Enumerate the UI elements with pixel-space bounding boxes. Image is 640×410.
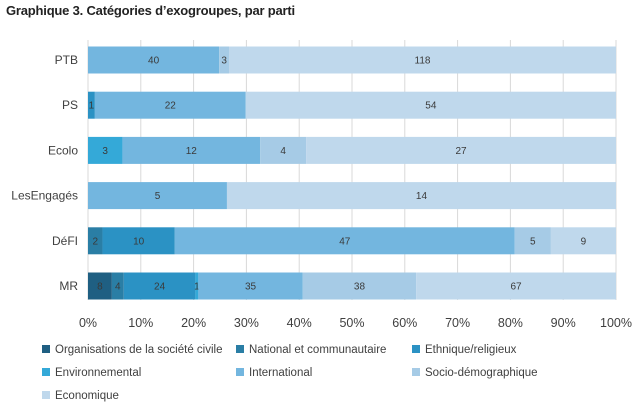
bar-segment xyxy=(219,46,230,74)
data-label: 2 xyxy=(92,236,98,247)
x-tick-label: 0% xyxy=(79,316,97,330)
bar-segment xyxy=(111,272,124,300)
bar-segment xyxy=(88,46,220,74)
data-label: 1 xyxy=(194,282,200,293)
legend-swatch xyxy=(412,368,420,376)
x-tick-label: 40% xyxy=(287,316,312,330)
bar-segment xyxy=(88,272,112,300)
data-label: 5 xyxy=(530,236,536,247)
category-labels: PTB PS Ecolo LesEngagés DéFI MR xyxy=(11,53,78,293)
legend-swatch xyxy=(42,368,50,376)
x-axis-ticks: 0% 10% 20% 30% 40% 50% 60% 70% 80% 90% 100% xyxy=(79,316,632,330)
legend-label: Ethnique/religieux xyxy=(425,344,517,356)
legend-swatch xyxy=(236,345,244,353)
x-tick-label: 100% xyxy=(600,316,632,330)
bar-segment xyxy=(123,272,196,300)
bar-segment xyxy=(306,136,616,164)
bar-segment xyxy=(88,91,95,119)
data-label: 1 xyxy=(89,101,95,112)
data-label: 35 xyxy=(245,282,257,293)
data-label: 24 xyxy=(154,282,166,293)
bar-segment xyxy=(88,227,103,255)
bar-segment xyxy=(198,272,303,300)
data-label: 27 xyxy=(455,146,467,157)
legend-label: National et communautaire xyxy=(249,344,386,356)
data-label: 22 xyxy=(165,101,177,112)
data-label: 4 xyxy=(115,282,121,293)
bar-segment xyxy=(514,227,551,255)
chart-title: Graphique 3. Catégories d’exogroupes, pa… xyxy=(6,3,295,18)
data-label: 8 xyxy=(97,282,103,293)
x-tick-label: 70% xyxy=(445,316,470,330)
bar-segment xyxy=(195,272,199,300)
data-label: 10 xyxy=(133,236,145,247)
legend-swatch xyxy=(412,345,420,353)
legend-label: Organisations de la société civile xyxy=(55,344,222,356)
x-tick-label: 80% xyxy=(498,316,523,330)
gridlines xyxy=(87,40,617,300)
category-label: MR xyxy=(59,279,78,293)
legend-swatch xyxy=(236,368,244,376)
bar-segment xyxy=(94,91,246,119)
x-tick-label: 10% xyxy=(128,316,153,330)
bars: 40 3 118 1 22 54 3 12 4 27 5 14 2 10 47 5 9 8 4 24 1 35 38 67 xyxy=(88,46,617,300)
bar-segment xyxy=(302,272,417,300)
bar-segment xyxy=(229,46,617,74)
data-label: 47 xyxy=(339,236,351,247)
category-label: Ecolo xyxy=(48,143,78,157)
bar-segment xyxy=(122,136,261,164)
legend-swatch xyxy=(42,345,50,353)
bar-segment xyxy=(226,182,616,210)
legend-label: Environnemental xyxy=(55,367,141,379)
bar-segment xyxy=(245,91,616,119)
bar-segment xyxy=(550,227,616,255)
x-tick-label: 90% xyxy=(551,316,576,330)
data-label: 9 xyxy=(581,236,587,247)
data-label: 3 xyxy=(102,146,108,157)
legend-label: Economique xyxy=(55,390,119,402)
bar-segment xyxy=(416,272,616,300)
x-tick-label: 20% xyxy=(181,316,206,330)
bar-segment xyxy=(174,227,515,255)
x-tick-label: 30% xyxy=(234,316,259,330)
category-label: DéFI xyxy=(52,234,78,248)
data-label: 5 xyxy=(155,191,161,202)
data-label: 38 xyxy=(354,282,366,293)
bar-segment xyxy=(88,136,123,164)
data-label: 67 xyxy=(511,282,523,293)
data-label: 54 xyxy=(425,101,437,112)
data-label: 118 xyxy=(415,56,431,67)
bar-segment xyxy=(88,182,227,210)
category-label: PS xyxy=(62,98,78,112)
legend-label: International xyxy=(249,367,312,379)
bar-segment xyxy=(102,227,175,255)
data-label: 40 xyxy=(148,56,160,67)
x-tick-label: 50% xyxy=(339,316,364,330)
data-label: 3 xyxy=(221,56,227,67)
data-label: 12 xyxy=(186,146,198,157)
legend-label: Socio-démographique xyxy=(425,367,538,379)
category-label: LesEngagés xyxy=(11,189,78,203)
legend: Organisations de la société civile Nation… xyxy=(42,344,538,402)
data-label: 4 xyxy=(280,146,286,157)
legend-swatch xyxy=(42,391,50,399)
data-label: 14 xyxy=(416,191,428,202)
bar-segment xyxy=(260,136,307,164)
x-tick-label: 60% xyxy=(392,316,417,330)
category-label: PTB xyxy=(55,53,78,67)
